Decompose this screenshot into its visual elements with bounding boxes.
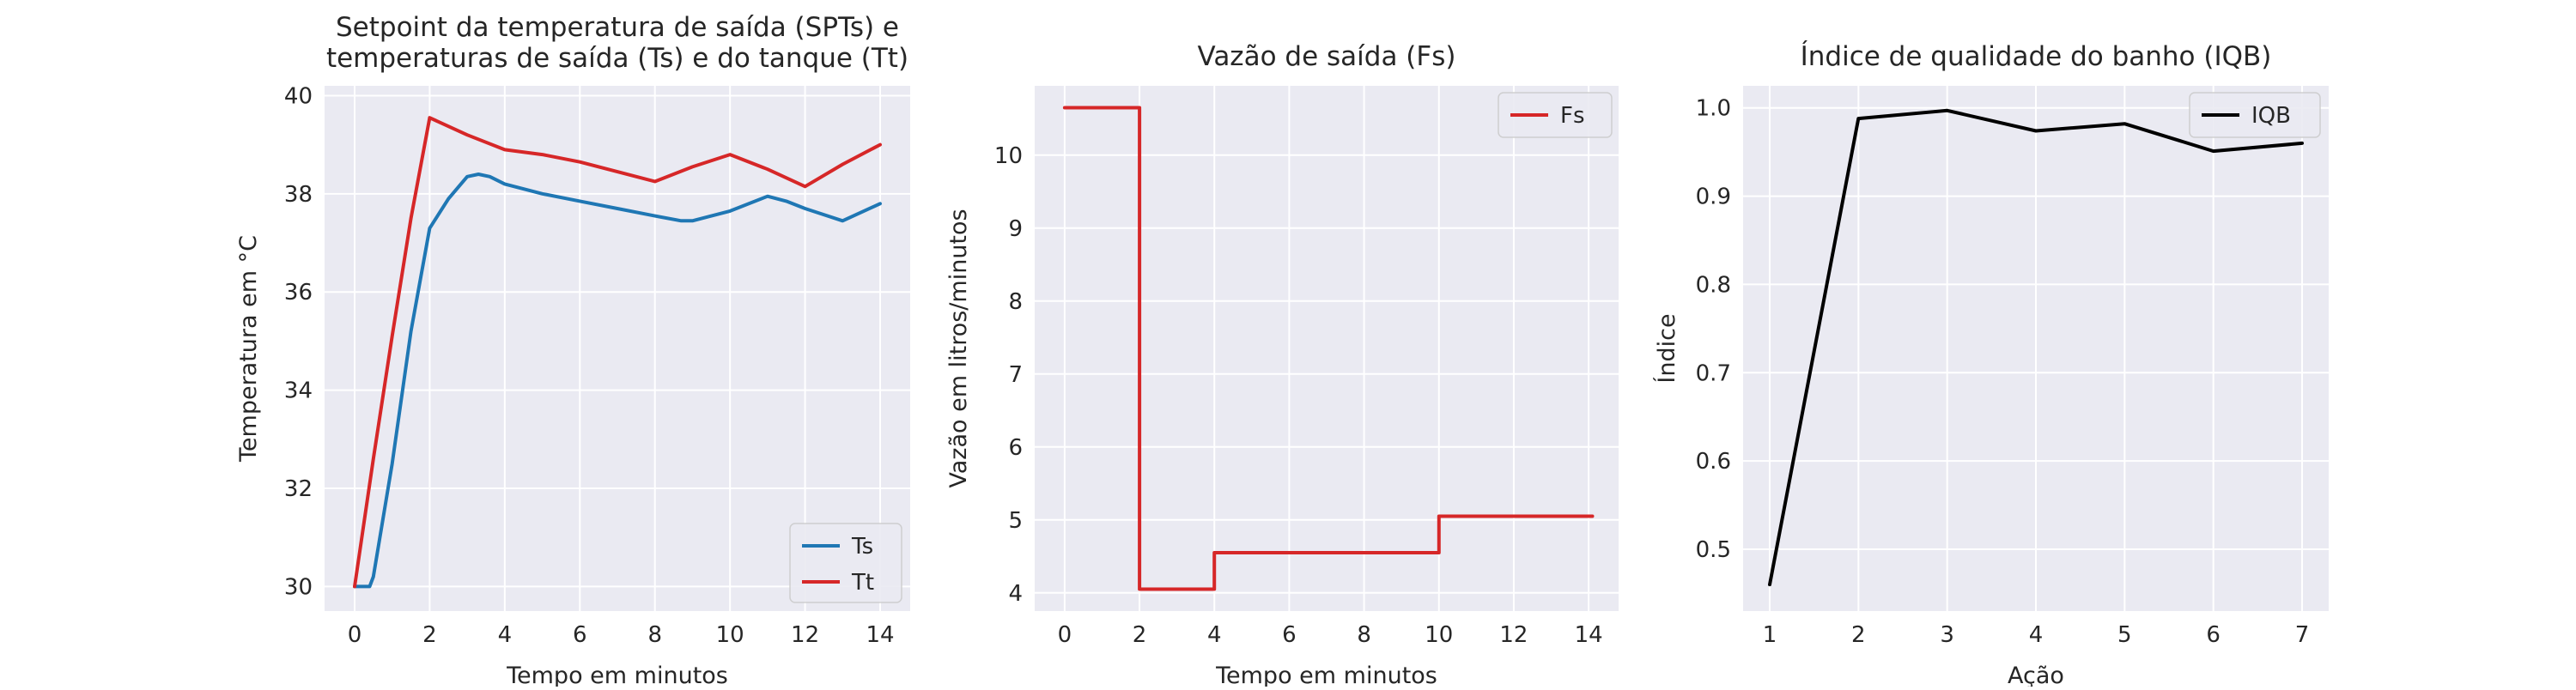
legend-label: IQB	[2251, 103, 2291, 129]
chart-1: 0 2 4 6 8 10 12 14 30 32 34 36 38 40 Setpoint da tempe…	[235, 12, 910, 689]
y-tick-label: 5	[1008, 508, 1023, 534]
x-tick-label: 5	[2117, 622, 2132, 648]
series-line-iqb	[1768, 108, 2304, 587]
y-tick-label: 40	[284, 83, 313, 109]
y-tick-label: 9	[1008, 216, 1023, 242]
x-tick-label: 10	[1425, 622, 1453, 648]
x-tick-label: 6	[573, 622, 587, 648]
x-tick-label: 6	[1282, 622, 1297, 648]
chart-2: 0 2 4 6 8 10 12 14 4 5 6 7 8 9 10 Vazão de saída (Fs) Te…	[945, 41, 1619, 689]
legend: Ts Tt	[789, 523, 902, 603]
legend-label: Tt	[851, 570, 874, 596]
x-tick-label: 2	[422, 622, 437, 648]
legend-box	[1498, 92, 1613, 138]
plot-area	[1035, 86, 1619, 611]
legend-box	[2189, 92, 2321, 138]
series-line-tt	[353, 116, 882, 589]
legend-box	[789, 523, 902, 603]
y-axis-label: Vazão em litros/minutos	[945, 209, 972, 487]
legend-label: Fs	[1560, 103, 1585, 129]
chart-title: Índice de qualidade do banho (IQB)	[1801, 41, 2272, 72]
x-tick-label: 12	[1499, 622, 1528, 648]
y-axis-label: Temperatura em °C	[235, 235, 262, 463]
series-line-fs	[1062, 106, 1595, 591]
y-tick-label: 7	[1008, 362, 1023, 388]
x-tick-label: 6	[2206, 622, 2221, 648]
y-tick-label: 36	[284, 280, 313, 306]
x-tick-label: 7	[2295, 622, 2310, 648]
y-tick-label: 6	[1008, 435, 1023, 461]
x-tick-label: 14	[1575, 622, 1603, 648]
x-axis-label: Tempo em minutos	[1215, 663, 1437, 687]
y-axis-label: Índice	[1653, 313, 1680, 383]
y-tick-label: 32	[284, 476, 313, 502]
x-axis-label: Tempo em minutos	[506, 663, 728, 687]
legend: Fs	[1498, 92, 1613, 138]
y-tick-label: 30	[284, 574, 313, 600]
x-tick-label: 4	[2029, 622, 2044, 648]
y-tick-label: 0.6	[1696, 449, 1731, 475]
chart-3: 1 2 3 4 5 6 7 0.5 0.6 0.7 0.8 0.9 1.0 Índice de quali…	[1653, 41, 2329, 689]
chart-title: Setpoint da temperatura de saída (SPTs) …	[336, 12, 899, 43]
y-tick-label: 34	[284, 378, 313, 404]
x-tick-label: 2	[1133, 622, 1147, 648]
x-tick-label: 4	[498, 622, 513, 648]
x-tick-label: 8	[1357, 622, 1371, 648]
y-tick-label: 8	[1008, 289, 1023, 315]
x-tick-label: 3	[1940, 622, 1954, 648]
x-tick-label: 2	[1851, 622, 1866, 648]
x-tick-label: 0	[348, 622, 362, 648]
x-tick-label: 12	[791, 622, 819, 648]
y-tick-label: 0.7	[1696, 360, 1731, 386]
y-tick-label: 4	[1008, 581, 1023, 607]
chart-title: temperaturas de saída (Ts) e do tanque (…	[326, 43, 908, 74]
y-tick-label: 10	[994, 143, 1023, 169]
x-tick-label: 4	[1207, 622, 1222, 648]
y-tick-label: 0.8	[1696, 272, 1731, 298]
x-tick-label: 8	[647, 622, 662, 648]
x-tick-label: 0	[1058, 622, 1072, 648]
x-axis-label: Ação	[2008, 663, 2064, 687]
x-tick-label: 10	[716, 622, 744, 648]
legend: IQB	[2189, 92, 2321, 138]
y-tick-label: 38	[284, 182, 313, 208]
y-tick-label: 1.0	[1696, 96, 1731, 122]
chart-title: Vazão de saída (Fs)	[1198, 41, 1456, 72]
series-line-ts	[353, 172, 882, 589]
y-tick-label: 0.5	[1696, 537, 1731, 563]
x-tick-label: 1	[1763, 622, 1777, 648]
y-tick-label: 0.9	[1696, 185, 1731, 210]
legend-label: Ts	[851, 534, 873, 560]
x-tick-label: 14	[866, 622, 894, 648]
